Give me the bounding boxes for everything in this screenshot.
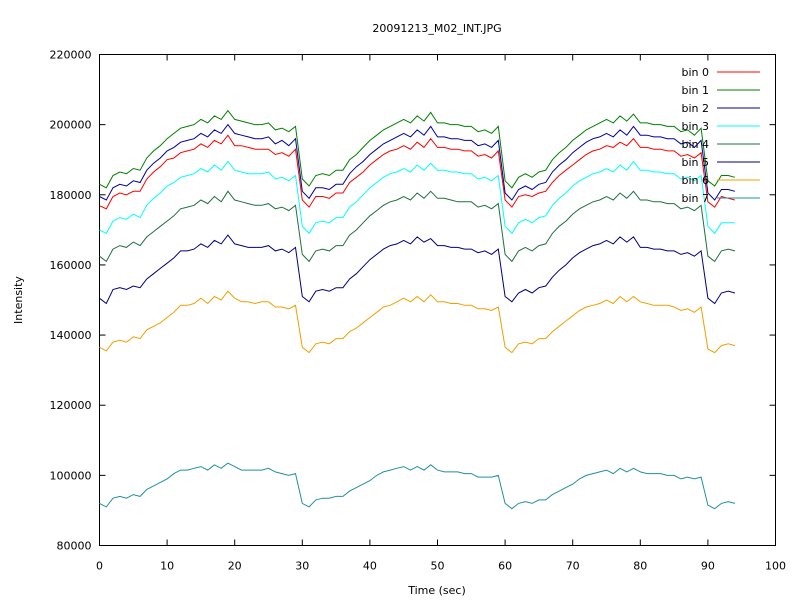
plot-frame bbox=[99, 54, 776, 546]
series-line-bin-3 bbox=[99, 160, 735, 235]
legend-label-bin-1: bin 1 bbox=[681, 84, 709, 97]
legend-label-bin-3: bin 3 bbox=[681, 120, 709, 133]
x-tick-label: 0 bbox=[96, 560, 103, 573]
x-tick-label: 50 bbox=[431, 560, 445, 573]
legend: bin 0 bin 1 bin 2 bin 3 bin 4 bin 5 bin 6 bin 7 bbox=[681, 66, 760, 205]
y-axis: 80000 100000 120000 140000 160000 180000 20000… bbox=[50, 49, 776, 553]
x-axis-label: Time (sec) bbox=[407, 584, 466, 597]
x-tick-label: 80 bbox=[633, 560, 647, 573]
series-line-bin-2 bbox=[99, 123, 736, 201]
legend-label-bin-2: bin 2 bbox=[681, 102, 709, 115]
y-tick-label: 200000 bbox=[50, 119, 92, 132]
x-tick-label: 100 bbox=[765, 560, 786, 573]
series-line-bin-6 bbox=[99, 290, 736, 354]
x-tick-label: 10 bbox=[160, 560, 174, 573]
series-line-bin-1 bbox=[99, 109, 736, 189]
x-tick-label: 20 bbox=[228, 560, 242, 573]
legend-label-bin-7: bin 7 bbox=[681, 192, 709, 205]
legend-label-bin-6: bin 6 bbox=[681, 174, 709, 187]
chart-title: 20091213_M02_INT.JPG bbox=[372, 22, 501, 35]
x-axis: 0 10 20 30 40 50 60 70 80 90 100 bbox=[96, 54, 786, 573]
series-line-bin-4 bbox=[99, 190, 736, 263]
x-tick-label: 40 bbox=[363, 560, 377, 573]
y-tick-label: 180000 bbox=[50, 189, 92, 202]
legend-label-bin-0: bin 0 bbox=[681, 66, 709, 79]
legend-label-bin-5: bin 5 bbox=[681, 156, 709, 169]
y-tick-label: 140000 bbox=[50, 329, 92, 342]
y-tick-label: 220000 bbox=[50, 49, 92, 62]
x-tick-label: 60 bbox=[498, 560, 512, 573]
x-tick-label: 30 bbox=[295, 560, 309, 573]
x-tick-label: 90 bbox=[701, 560, 715, 573]
series-line-bin-7 bbox=[99, 462, 736, 510]
y-tick-label: 120000 bbox=[50, 399, 92, 412]
y-tick-label: 160000 bbox=[50, 259, 92, 272]
y-axis-label: Intensity bbox=[12, 276, 25, 324]
y-tick-label: 80000 bbox=[57, 540, 92, 553]
y-tick-label: 100000 bbox=[50, 469, 92, 482]
series-line-bin-0 bbox=[99, 134, 736, 210]
series-line-bin-5 bbox=[99, 234, 736, 305]
legend-label-bin-4: bin 4 bbox=[681, 138, 709, 151]
x-tick-label: 70 bbox=[566, 560, 580, 573]
series-lines bbox=[99, 109, 736, 510]
